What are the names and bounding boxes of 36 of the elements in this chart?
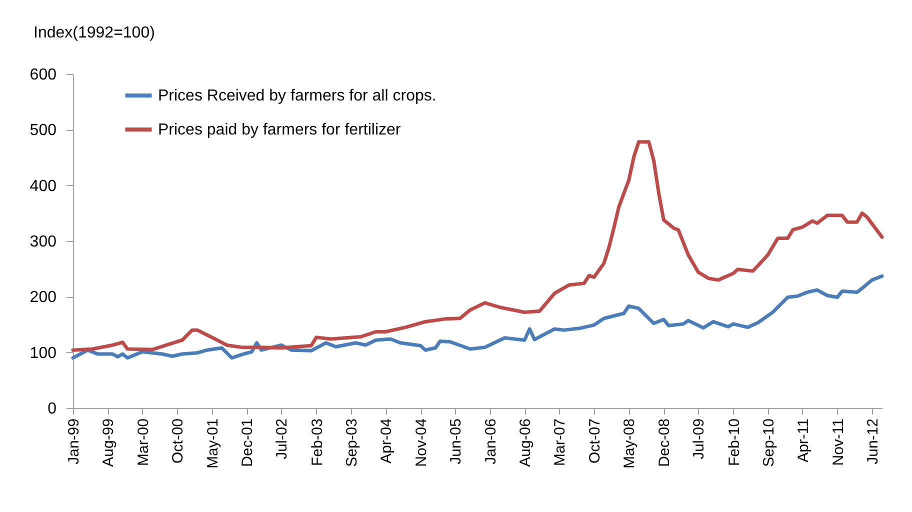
x-tick-label: Jul-09 [690,418,708,460]
x-tick-label: May-01 [204,418,222,469]
y-axis-title: Index(1992=100) [34,24,155,42]
x-tick-label: Mar-00 [134,418,152,466]
x-tick-label: Sep-03 [343,418,360,467]
x-tick-label: Aug-99 [100,418,118,467]
x-tick-label: Apr-11 [794,418,812,462]
x-tick-label: Jul-02 [274,418,291,460]
line-series [71,140,884,352]
line-series [71,274,884,360]
x-tick-label: Feb-10 [726,418,743,466]
y-tick-label: 400 [30,178,57,195]
x-tick-label: Sep-10 [760,418,778,467]
y-tick-label: 200 [30,289,57,306]
x-tick-label: Jan-06 [482,418,500,464]
x-tick-label: Apr-04 [378,418,396,464]
y-tick-label: 600 [30,66,57,84]
x-tick-label: Jun-05 [448,418,465,464]
x-tick-label: Jun-12 [864,418,882,464]
x-tick-label: Dec-08 [656,418,674,467]
x-tick-label: Jan-99 [66,418,82,464]
y-tick-label: 100 [30,344,57,362]
legend-label: Prices paid by farmers for fertilizer [158,122,402,138]
y-tick-label: 0 [48,400,57,418]
x-tick-label: Feb-03 [308,418,326,466]
x-tick-label: Oct-00 [170,418,187,464]
y-tick-label: 300 [30,234,57,250]
y-tick-label: 500 [30,122,57,140]
x-tick-label: May-08 [621,418,638,469]
x-tick-label: Oct-07 [586,418,604,464]
x-tick-label: Nov-04 [413,418,430,467]
x-tick-label: Dec-01 [239,418,256,467]
x-tick-label: Mar-07 [552,418,569,466]
legend-label: Prices Rceived by farmers for all crops. [158,88,436,104]
x-tick-label: Nov-11 [830,418,847,466]
x-tick-label: Aug-06 [517,418,534,467]
